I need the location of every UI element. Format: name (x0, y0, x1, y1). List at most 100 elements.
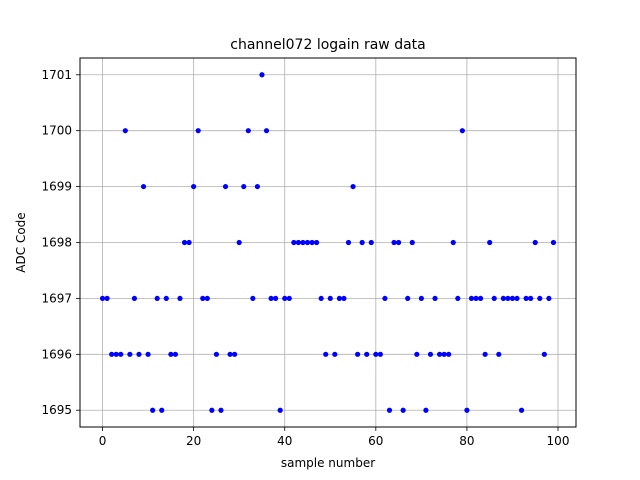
data-point (163, 295, 169, 302)
y-axis-ticks: 1695 1696 1697 1698 1699 1700 1701 (41, 68, 80, 417)
data-point (122, 128, 128, 134)
data-point (99, 295, 106, 302)
x-tick-label: 0 (99, 434, 107, 448)
data-point (386, 407, 393, 413)
data-point (327, 295, 333, 302)
data-point (150, 407, 156, 413)
data-point (518, 407, 525, 413)
data-point (241, 183, 247, 190)
data-point (423, 407, 429, 413)
data-point (282, 295, 288, 302)
data-point (304, 239, 311, 246)
data-point (300, 239, 306, 246)
data-point (550, 239, 557, 246)
data-point (154, 295, 160, 302)
data-point (532, 239, 538, 246)
data-point (209, 407, 215, 413)
data-point (250, 295, 256, 302)
data-point (291, 239, 297, 246)
data-point (345, 239, 352, 246)
data-point (181, 239, 188, 246)
x-tick-label: 100 (547, 434, 570, 448)
data-point (118, 351, 124, 357)
data-point (537, 295, 543, 302)
data-point (355, 351, 361, 357)
data-point (245, 128, 251, 134)
data-point (318, 295, 324, 302)
data-point (131, 295, 138, 302)
data-point (200, 295, 206, 302)
data-point (140, 183, 147, 190)
data-point (323, 351, 329, 357)
data-point (528, 295, 534, 302)
data-point (523, 295, 529, 302)
x-tick-label: 20 (186, 434, 201, 448)
data-point (268, 295, 274, 302)
y-tick-label: 1696 (41, 347, 72, 361)
chart-title: channel072 logain raw data (230, 37, 425, 53)
data-point (450, 239, 456, 246)
y-tick-label: 1695 (41, 403, 72, 417)
data-point (491, 295, 497, 302)
data-point (509, 295, 516, 302)
data-point (373, 351, 379, 357)
data-point (136, 351, 142, 357)
data-point (195, 128, 201, 134)
x-axis-label: sample number (281, 456, 375, 470)
data-point (273, 295, 279, 302)
data-point (254, 183, 261, 190)
data-point (455, 295, 461, 302)
data-point (222, 183, 229, 190)
data-point (145, 351, 151, 357)
data-point (364, 351, 370, 357)
data-point (436, 351, 443, 357)
data-point (546, 295, 552, 302)
data-point (359, 239, 365, 246)
data-point (218, 407, 224, 413)
data-point (441, 351, 447, 357)
data-point (168, 351, 174, 357)
data-point (368, 239, 374, 246)
data-point (382, 295, 388, 302)
data-point (127, 351, 133, 357)
data-point (391, 239, 397, 246)
data-point (277, 407, 283, 413)
data-point (395, 239, 402, 246)
data-point (464, 407, 470, 413)
data-point (232, 351, 238, 357)
data-point (259, 72, 265, 78)
y-tick-label: 1699 (41, 180, 72, 194)
data-point (177, 295, 183, 302)
data-point (459, 128, 465, 134)
x-tick-label: 60 (368, 434, 383, 448)
data-point (446, 351, 452, 357)
data-point (332, 351, 338, 357)
data-point (186, 239, 192, 246)
x-axis-ticks: 0 20 40 60 80 100 (99, 427, 570, 448)
data-point (400, 407, 406, 413)
data-point (341, 295, 347, 302)
data-point (236, 239, 242, 246)
data-point (500, 295, 506, 302)
data-point (109, 351, 115, 357)
data-point (418, 295, 424, 302)
y-axis-label: ADC Code (14, 212, 28, 272)
y-tick-label: 1700 (41, 124, 72, 138)
data-point (377, 351, 383, 357)
data-point (482, 351, 488, 357)
data-point (541, 351, 547, 357)
data-point (432, 295, 438, 302)
y-tick-label: 1698 (41, 236, 72, 250)
data-point (473, 295, 479, 302)
data-point (405, 295, 411, 302)
data-point (514, 295, 520, 302)
data-point (159, 407, 165, 413)
data-point (309, 239, 315, 246)
x-tick-label: 80 (459, 434, 474, 448)
data-point (104, 295, 110, 302)
y-tick-label: 1697 (41, 291, 72, 305)
grid-lines (80, 58, 576, 427)
data-point (286, 295, 292, 302)
